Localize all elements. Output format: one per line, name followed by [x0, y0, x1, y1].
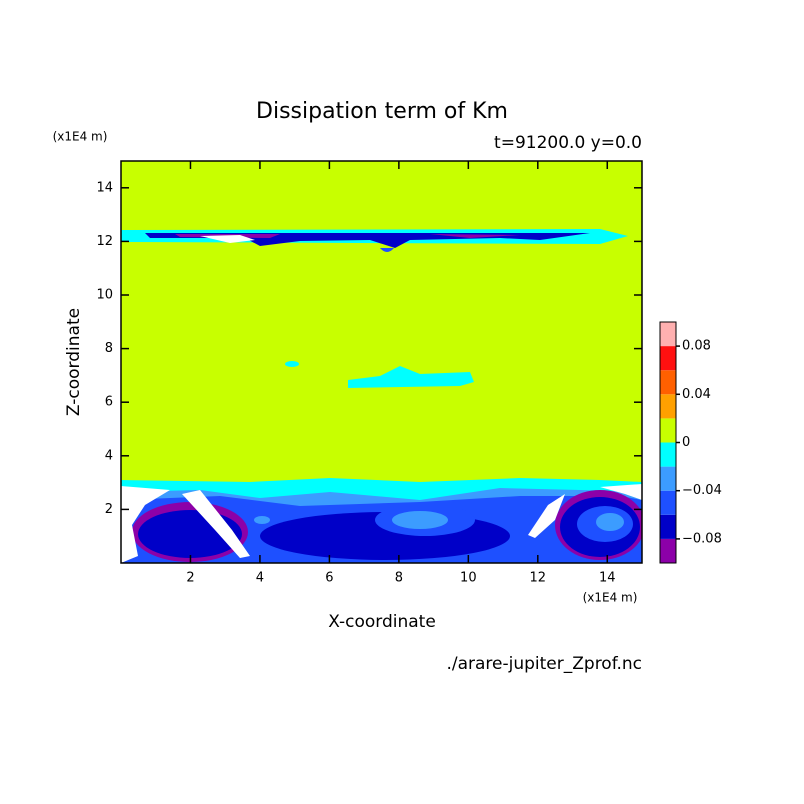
x-unit: (x1E4 m) [583, 591, 638, 605]
colorbar-band [660, 466, 676, 491]
y-tick-label: 8 [105, 341, 113, 356]
y-unit: (x1E4 m) [53, 130, 108, 144]
chart-title: Dissipation term of Km [256, 99, 508, 124]
colorbar-band [660, 490, 676, 515]
colorbar-tick-label: −0.04 [682, 483, 722, 498]
x-tick-label: 12 [530, 571, 547, 586]
contour-region [254, 516, 270, 524]
y-tick-label: 2 [105, 502, 113, 517]
contour-gap [200, 235, 255, 243]
contour-region [392, 511, 448, 529]
contour-gap [121, 486, 170, 563]
y-tick-label: 4 [105, 448, 113, 463]
y-axis-label: Z-coordinate [64, 308, 84, 416]
x-tick-label: 6 [325, 571, 333, 586]
colorbar-tick-label: −0.08 [682, 531, 722, 546]
contour-region [596, 513, 624, 531]
colorbar-band [660, 442, 676, 467]
y-tick-label: 14 [96, 180, 113, 195]
colorbar-tick-label: 0.08 [682, 339, 711, 354]
colorbar-band [660, 418, 676, 443]
x-tick-label: 2 [186, 571, 194, 586]
contour-region [380, 248, 394, 252]
plot-frame [120, 160, 643, 564]
x-axis-label: X-coordinate [328, 612, 436, 632]
contour-gap [600, 484, 642, 500]
x-tick-label: 14 [599, 571, 616, 586]
x-tick-label: 10 [460, 571, 477, 586]
contour-gap [182, 490, 250, 558]
colorbar-band [660, 538, 676, 563]
contour-region [175, 234, 520, 238]
contour-region [285, 361, 299, 367]
y-tick-label: 6 [105, 395, 113, 410]
y-tick-label: 10 [96, 288, 113, 303]
colorbar-band [660, 322, 676, 347]
chart-subtitle: t=91200.0 y=0.0 [494, 133, 642, 153]
colorbar-band [660, 514, 676, 539]
colorbar-tick-label: 0 [682, 435, 690, 450]
colorbar-band [660, 370, 676, 395]
source-file: ./arare-jupiter_Zprof.nc [446, 654, 642, 674]
y-tick-label: 12 [96, 234, 113, 249]
colorbar-band [660, 394, 676, 419]
contour-region [348, 366, 474, 388]
contour-gap [528, 494, 565, 538]
contour-field [121, 161, 642, 563]
x-tick-label: 4 [256, 571, 264, 586]
colorbar-band [660, 346, 676, 371]
x-tick-label: 8 [395, 571, 403, 586]
colorbar-tick-label: 0.04 [682, 387, 711, 402]
